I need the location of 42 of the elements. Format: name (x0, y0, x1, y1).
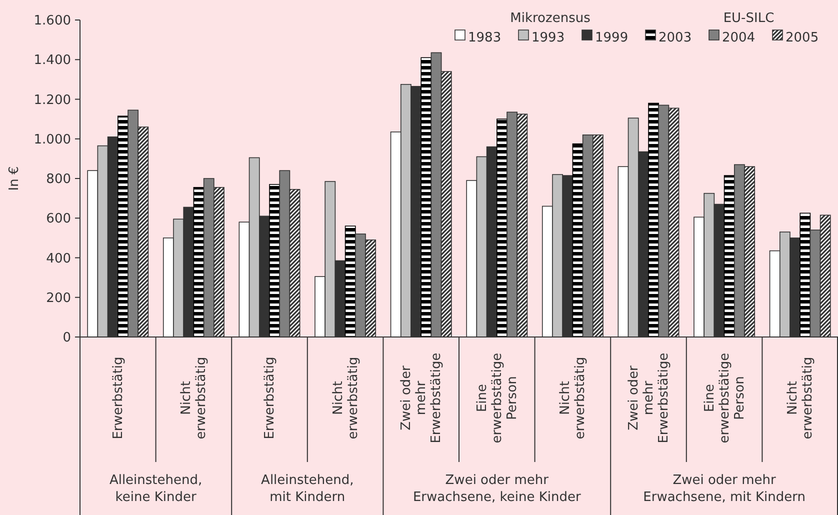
bar (269, 184, 280, 338)
y-tick-label: 1.600 (34, 14, 71, 29)
y-tick-label: 400 (46, 251, 71, 266)
x-tick-label: Eine erwerbstätige Person (474, 352, 520, 444)
y-tick-label: 1.400 (34, 53, 71, 68)
y-tick-label: 800 (46, 172, 71, 188)
legend-label: 1983 (468, 30, 502, 46)
legend-label: 2004 (722, 30, 756, 46)
text: Zwei oder mehr Erwachsene, mit Kindern (643, 473, 806, 505)
y-tick-label: 200 (46, 290, 71, 306)
text: Zwei oder mehr Erwachsene, keine Kinder (412, 473, 582, 505)
x-tick-label: Nicht erwerbstätig (786, 356, 816, 440)
y-axis-title: In € (7, 166, 22, 191)
y-tick-label: 0 (62, 330, 71, 346)
x-tick-label: Erwerbstätig (262, 356, 278, 440)
bar (724, 175, 735, 338)
bar (496, 118, 508, 338)
annotation: Mikrozensus (510, 11, 591, 26)
legend-label: 1993 (532, 30, 565, 46)
annotation: EU-SILC (723, 11, 774, 26)
bar (648, 102, 660, 338)
x-tick-label: Nicht erwerbstätig (558, 356, 588, 440)
x-tick-label: Eine erwerbstätige Person (702, 352, 748, 444)
bar (118, 116, 128, 338)
text: Alleinstehend, keine Kinder (109, 473, 202, 505)
y-tick-label: 600 (46, 212, 71, 227)
bar (344, 226, 356, 338)
y-tick-label: 1.200 (34, 92, 71, 108)
legend-label: 2003 (658, 30, 692, 46)
bar (800, 212, 811, 338)
x-tick-label: Zwei oder mehr Erwerbstätige (399, 352, 444, 444)
x-tick-label: Nicht erwerbstätig (179, 356, 210, 440)
legend-label: 2005 (786, 30, 819, 46)
x-tick-label: Erwerbstätig (110, 356, 126, 440)
bar (420, 57, 432, 338)
y-tick-label: 1.000 (34, 132, 71, 148)
legend-label: 1999 (595, 30, 628, 46)
bar (193, 187, 204, 338)
text: Alleinstehend, mit Kindern (261, 473, 354, 505)
bar (572, 143, 584, 338)
x-tick-label: Zwei oder mehr Erwerbstätige (626, 352, 672, 444)
x-tick-label: Nicht erwerbstätig (330, 356, 361, 440)
